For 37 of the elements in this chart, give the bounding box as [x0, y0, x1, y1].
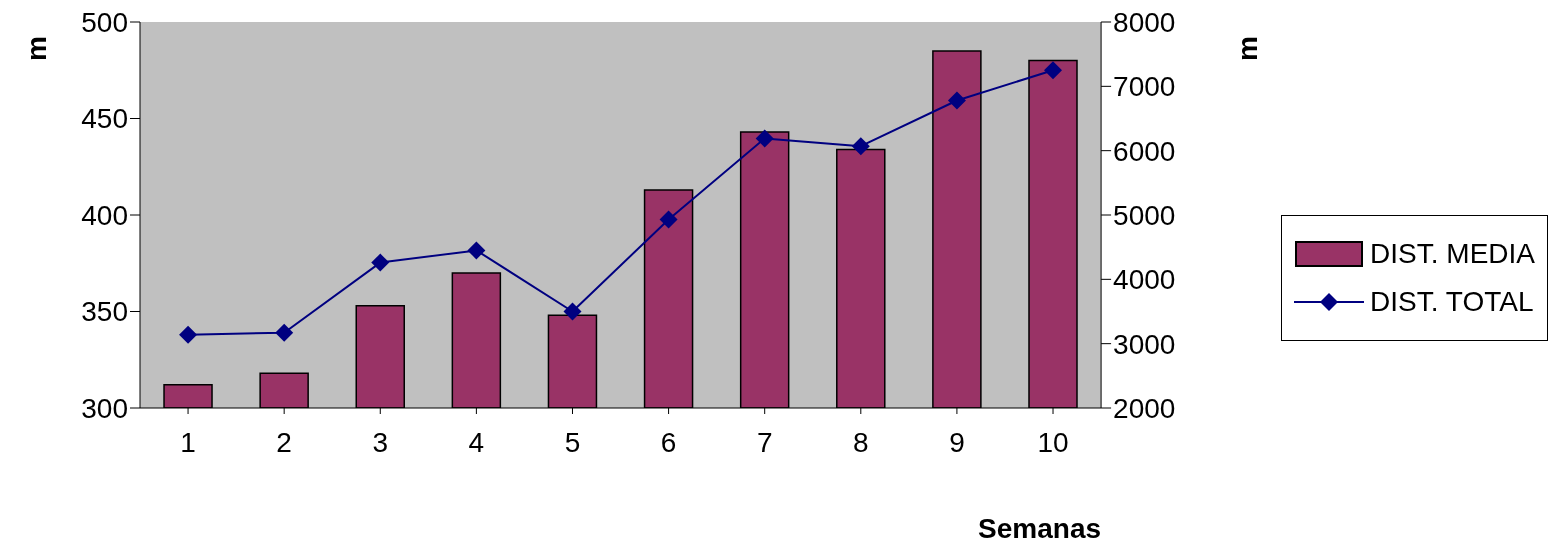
y2-tick-label: 8000	[1113, 6, 1176, 38]
y2-tick-label: 3000	[1113, 328, 1176, 360]
y-tick-label: 450	[81, 103, 128, 135]
point	[467, 241, 486, 260]
y2-axis-title: m	[1232, 36, 1264, 61]
legend-label: DIST. TOTAL	[1370, 286, 1534, 318]
x-tick-label: 9	[949, 426, 965, 458]
legend-label: DIST. MEDIA	[1370, 238, 1535, 270]
y-tick-label: 300	[81, 392, 128, 424]
x-tick-label: 7	[756, 426, 773, 458]
point	[275, 323, 294, 342]
x-tick-label: 10	[1037, 426, 1069, 458]
point	[179, 325, 198, 344]
point	[1044, 61, 1063, 80]
point	[371, 253, 390, 272]
y2-tick-label: 6000	[1113, 135, 1176, 167]
point	[947, 91, 966, 110]
y-tick-label: 500	[81, 6, 128, 38]
point	[851, 137, 870, 156]
y-tick-label: 400	[81, 199, 128, 231]
x-tick-label: 3	[372, 426, 389, 458]
point	[755, 129, 774, 148]
y2-tick-label: 5000	[1113, 199, 1176, 231]
x-tick-label: 5	[564, 426, 581, 458]
y2-tick-label: 7000	[1113, 71, 1176, 103]
point	[563, 302, 582, 321]
x-axis-title: Semanas	[978, 513, 1102, 544]
y2-tick-label: 2000	[1113, 392, 1176, 424]
y-tick-label: 350	[81, 296, 128, 328]
point	[659, 210, 678, 229]
x-tick-label: 6	[660, 426, 677, 458]
x-tick-label: 1	[180, 426, 196, 458]
y-axis-title: m	[21, 36, 52, 61]
x-tick-label: 8	[853, 426, 869, 458]
x-tick-label: 4	[468, 426, 485, 458]
y2-tick-label: 4000	[1113, 264, 1176, 296]
x-tick-label: 2	[276, 426, 292, 458]
